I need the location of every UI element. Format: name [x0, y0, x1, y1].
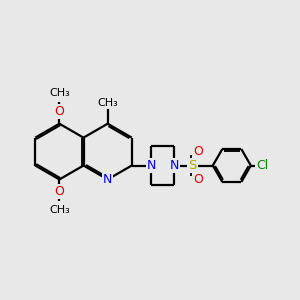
- Text: O: O: [193, 145, 203, 158]
- Text: O: O: [193, 173, 203, 186]
- Text: Cl: Cl: [256, 159, 268, 172]
- Text: N: N: [147, 159, 156, 172]
- Text: N: N: [169, 159, 179, 172]
- Text: N: N: [103, 173, 112, 186]
- Text: CH₃: CH₃: [97, 98, 118, 107]
- Text: S: S: [188, 159, 197, 172]
- Text: CH₃: CH₃: [49, 205, 70, 215]
- Text: CH₃: CH₃: [49, 88, 70, 98]
- Text: O: O: [54, 185, 64, 198]
- Text: O: O: [54, 105, 64, 118]
